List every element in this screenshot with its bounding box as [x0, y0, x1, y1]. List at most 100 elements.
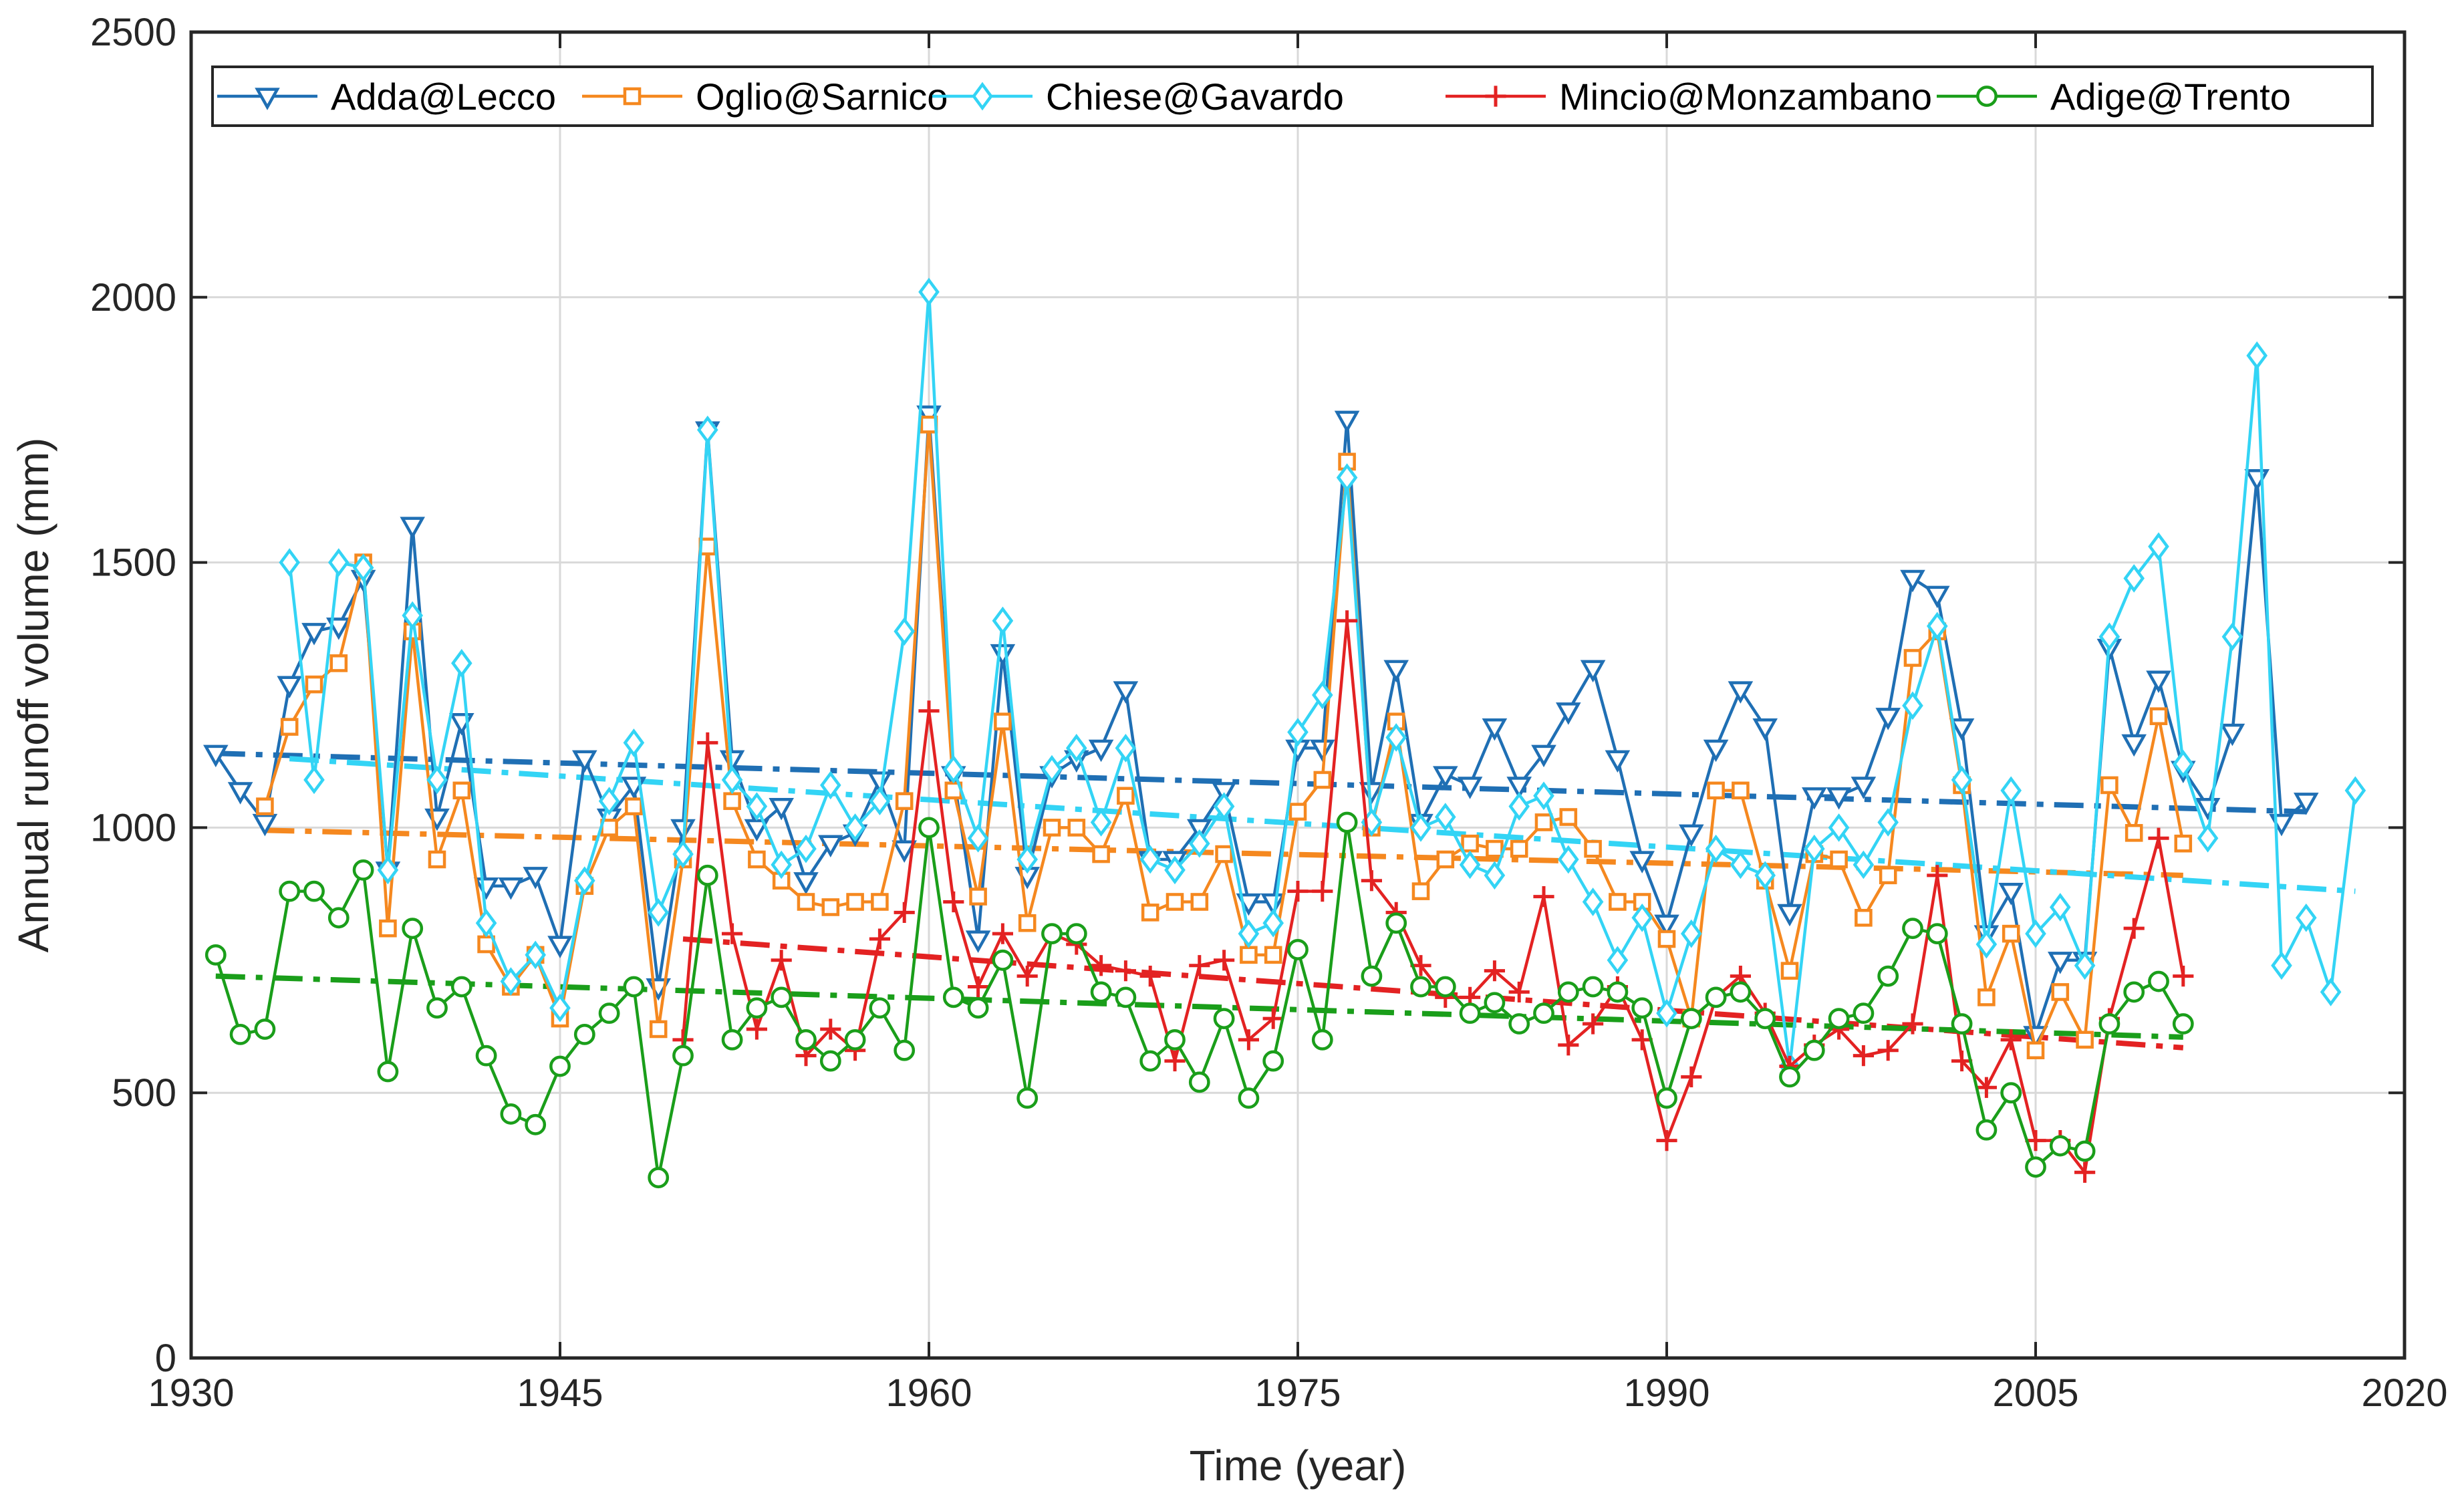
data-point-oglio-sarnico	[895, 792, 914, 811]
data-point-adda-lecco	[769, 798, 794, 821]
data-point-mincio-monzambano	[894, 902, 915, 923]
data-point-chiese-gavardo	[2123, 564, 2145, 593]
data-point-adige-trento	[1754, 1008, 1776, 1029]
data-point-adda-lecco	[1777, 904, 1802, 927]
data-point-adige-trento	[1164, 1029, 1186, 1051]
data-point-chiese-gavardo	[598, 787, 620, 816]
data-point-mincio-monzambano	[1508, 981, 1530, 1003]
data-point-mincio-monzambano	[2000, 1029, 2022, 1051]
data-point-chiese-gavardo	[1853, 850, 1875, 879]
data-point-adige-trento	[992, 949, 1014, 971]
data-point-oglio-sarnico	[2125, 824, 2143, 842]
data-point-adige-trento	[2172, 1013, 2194, 1035]
data-point-mincio-monzambano	[1681, 1066, 1702, 1087]
data-point-oglio-sarnico	[1707, 781, 1725, 800]
data-point-adige-trento	[1484, 992, 1506, 1014]
data-point-adige-trento	[869, 997, 891, 1019]
data-point-adda-lecco	[227, 782, 253, 805]
data-point-chiese-gavardo	[869, 787, 891, 816]
legend-marker-adige-trento	[1976, 86, 1998, 107]
data-point-chiese-gavardo	[377, 855, 399, 885]
data-point-chiese-gavardo	[500, 967, 522, 996]
data-point-mincio-monzambano	[722, 923, 743, 944]
data-point-oglio-sarnico	[305, 675, 323, 694]
data-point-oglio-sarnico	[2076, 1031, 2094, 1049]
legend-label-chiese-gavardo: Chiese@Gavardo	[1046, 76, 1344, 118]
data-point-adige-trento	[1508, 1013, 1530, 1035]
data-point-chiese-gavardo	[2197, 823, 2219, 853]
data-point-oglio-sarnico	[1264, 946, 1282, 964]
data-point-mincio-monzambano	[1877, 1040, 1899, 1061]
data-point-adda-lecco	[572, 750, 597, 773]
data-point-adige-trento	[1434, 976, 1456, 998]
data-point-adige-trento	[1188, 1071, 1210, 1093]
data-point-adda-lecco	[990, 644, 1016, 667]
data-point-chiese-gavardo	[426, 765, 448, 795]
data-point-mincio-monzambano	[1927, 865, 1948, 886]
data-point-chiese-gavardo	[1730, 850, 1752, 879]
data-point-adige-trento	[1311, 1029, 1333, 1051]
data-point-adige-trento	[303, 880, 325, 902]
data-point-adige-trento	[1336, 811, 1358, 833]
data-point-chiese-gavardo	[1558, 845, 1579, 874]
grid	[191, 32, 2405, 1358]
data-point-mincio-monzambano	[1189, 955, 1210, 976]
data-point-adda-lecco	[1088, 739, 1114, 763]
data-point-adige-trento	[2098, 1013, 2120, 1035]
data-point-mincio-monzambano	[1558, 1035, 1579, 1056]
data-point-chiese-gavardo	[303, 765, 325, 795]
data-point-adige-trento	[1238, 1087, 1260, 1109]
data-point-chiese-gavardo	[1410, 813, 1431, 842]
data-point-oglio-sarnico	[1190, 893, 1209, 911]
data-point-adige-trento	[1877, 965, 1899, 987]
data-point-oglio-sarnico	[1215, 845, 1233, 863]
data-point-chiese-gavardo	[1582, 887, 1604, 916]
data-point-adda-lecco	[1260, 893, 1286, 916]
data-point-chiese-gavardo	[672, 839, 694, 869]
data-point-adda-lecco	[1113, 681, 1139, 704]
data-point-chiese-gavardo	[279, 548, 301, 577]
data-point-chiese-gavardo	[623, 728, 645, 757]
y-tick-label: 1500	[90, 541, 176, 585]
data-point-chiese-gavardo	[1238, 919, 1260, 948]
data-point-adige-trento	[1853, 1002, 1875, 1024]
data-point-chiese-gavardo	[1927, 611, 1948, 641]
data-point-chiese-gavardo	[894, 617, 916, 646]
legend-entry-adige-trento: Adige@Trento	[1937, 76, 2291, 118]
data-point-adda-lecco	[1556, 702, 1581, 725]
data-point-adige-trento	[2025, 1156, 2046, 1178]
data-point-mincio-monzambano	[1484, 960, 1505, 982]
data-point-oglio-sarnico	[1609, 893, 1627, 911]
data-point-adda-lecco	[1679, 824, 1704, 847]
data-point-chiese-gavardo	[475, 908, 497, 938]
data-point-chiese-gavardo	[1803, 834, 1825, 863]
data-point-oglio-sarnico	[1288, 803, 1307, 821]
data-point-adige-trento	[475, 1045, 497, 1067]
data-point-mincio-monzambano	[1853, 1045, 1874, 1067]
data-point-oglio-sarnico	[428, 850, 446, 869]
data-point-chiese-gavardo	[1016, 845, 1038, 874]
data-point-chiese-gavardo	[1090, 808, 1112, 837]
data-point-adige-trento	[1607, 981, 1629, 1003]
legend-entry-adda-lecco: Adda@Lecco	[217, 76, 556, 118]
data-point-adige-trento	[1656, 1087, 1677, 1109]
data-point-adda-lecco	[1998, 882, 2024, 906]
data-point-adda-lecco	[301, 623, 327, 646]
data-point-oglio-sarnico	[969, 887, 987, 906]
data-point-mincio-monzambano	[1262, 1008, 1284, 1029]
data-point-chiese-gavardo	[2271, 951, 2292, 980]
data-point-adda-lecco	[2121, 734, 2147, 757]
data-point-mincio-monzambano	[2123, 918, 2145, 939]
legend-marker-mincio-monzambano	[1485, 86, 1506, 107]
data-point-chiese-gavardo	[2296, 903, 2317, 932]
data-point-adige-trento	[352, 859, 374, 881]
data-point-adda-lecco	[1310, 739, 1335, 763]
axis-ticks: 1930 1945 1960 1975 1990 2005 2020 0 500 1000 1500…	[90, 11, 2448, 1415]
trend-line-adda-lecco	[215, 750, 2306, 815]
data-point-adige-trento	[1975, 1119, 1998, 1141]
data-point-adige-trento	[573, 1024, 595, 1045]
series-adda-lecco	[203, 405, 2319, 1049]
data-point-oglio-sarnico	[723, 792, 741, 811]
data-point-chiese-gavardo	[1877, 808, 1899, 837]
